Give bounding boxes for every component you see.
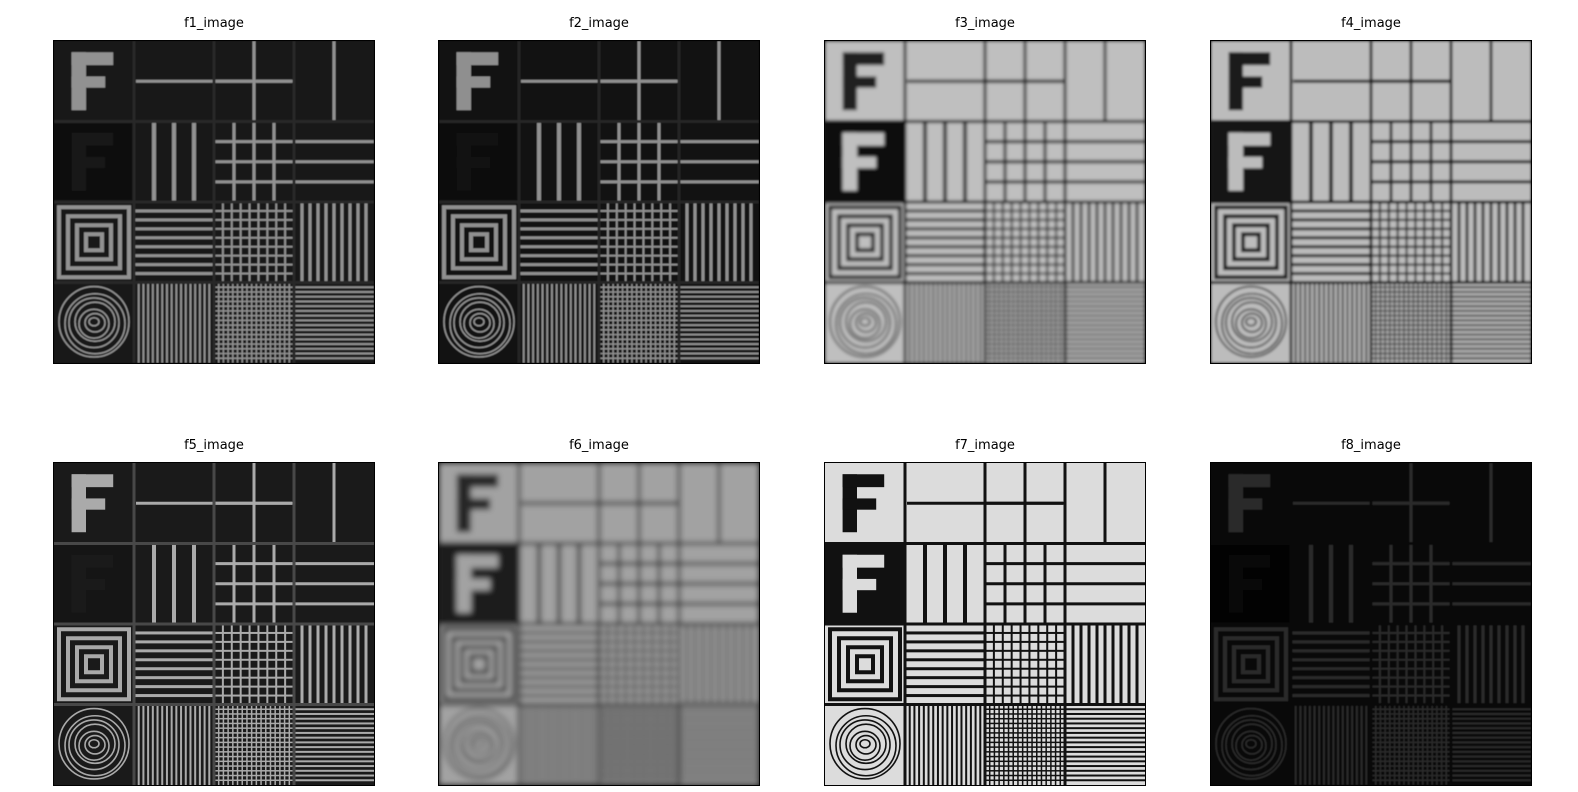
panel-image	[824, 462, 1146, 786]
panel-image	[1210, 462, 1532, 786]
panel-image	[824, 40, 1146, 364]
panel-title: f2_image	[569, 16, 629, 31]
image-canvas	[54, 463, 374, 785]
panel-image	[438, 462, 760, 786]
image-canvas	[1211, 41, 1531, 363]
pattern-layer	[1211, 463, 1531, 785]
panel-title: f1_image	[184, 16, 244, 31]
panel-title: f8_image	[1341, 438, 1401, 453]
pattern-layer	[825, 463, 1145, 785]
pattern-layer	[54, 463, 374, 785]
pattern-layer	[439, 41, 759, 363]
pattern-layer	[54, 41, 374, 363]
panel-title: f4_image	[1341, 16, 1401, 31]
panel-title: f7_image	[955, 438, 1015, 453]
panel-image	[1210, 40, 1532, 364]
panel-image	[53, 40, 375, 364]
panel-title: f6_image	[569, 438, 629, 453]
panel-image	[53, 462, 375, 786]
panel-title: f5_image	[184, 438, 244, 453]
pattern-layer	[1211, 41, 1531, 363]
image-canvas	[439, 41, 759, 363]
image-canvas	[825, 41, 1145, 363]
image-canvas	[1211, 463, 1531, 785]
pattern-layer	[825, 41, 1145, 363]
panel-title: f3_image	[955, 16, 1015, 31]
image-canvas	[825, 463, 1145, 785]
image-canvas	[439, 463, 759, 785]
panel-image	[438, 40, 760, 364]
pattern-layer	[439, 463, 759, 785]
image-canvas	[54, 41, 374, 363]
